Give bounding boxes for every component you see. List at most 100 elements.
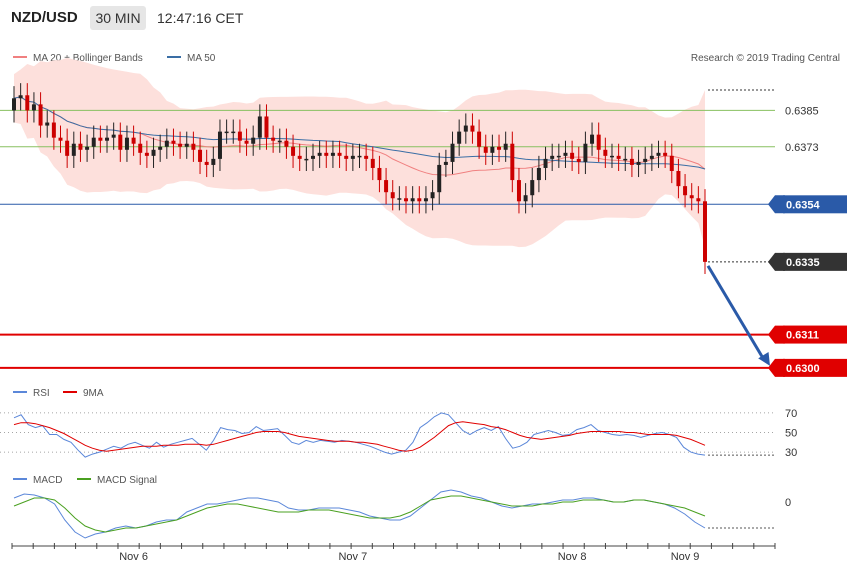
rsi-legend-label: RSI: [33, 388, 50, 399]
support-tag-arrow: [768, 325, 785, 344]
candle-body: [12, 98, 16, 111]
candle-body: [25, 95, 30, 111]
price-panel: 0.6385 0.6373 0.6354 0.6335 0.6311 0.6300: [0, 57, 847, 377]
candle-body: [211, 158, 216, 165]
macd-legend: MACD MACD Signal: [13, 475, 157, 486]
macd-signal-line: [13, 495, 706, 533]
rsi-tick-label: 30: [785, 447, 797, 459]
credit-text: Research © 2019 Trading Central: [691, 53, 840, 64]
candle-body: [463, 125, 468, 132]
timeframe-button[interactable]: 30 MIN: [90, 6, 146, 30]
current-price-tag-arrow: [768, 252, 785, 271]
candle-body: [536, 167, 541, 181]
time-axis: Nov 6 Nov 7 Nov 8 Nov 9: [11, 543, 776, 563]
candle-body: [184, 143, 189, 147]
candle-body: [291, 146, 296, 156]
candle-body: [450, 143, 455, 162]
candle-body: [131, 137, 136, 144]
candle-body: [477, 131, 482, 147]
candle-body: [417, 198, 422, 202]
rsi-ma-line: [13, 421, 706, 452]
candle-body: [244, 140, 249, 144]
ma9-legend-label: 9MA: [83, 388, 104, 399]
candle-body: [609, 155, 614, 158]
candle-body: [198, 149, 203, 162]
time-axis-label: Nov 7: [338, 551, 367, 563]
candle-body: [683, 186, 688, 196]
candle-body: [696, 198, 701, 202]
support-level-label: 0.6311: [786, 330, 819, 342]
candle-body: [523, 195, 528, 202]
projection-arrow-head: [758, 351, 770, 366]
candle-body: [350, 155, 355, 159]
resistance-level-label: 0.6373: [785, 142, 819, 154]
candle-body: [443, 161, 448, 165]
candle-body: [158, 146, 163, 150]
candle-body: [124, 137, 129, 150]
projection-arrow: [706, 265, 766, 361]
candle-body: [570, 152, 575, 159]
candle-body: [357, 155, 362, 158]
clock-time: 12:47:16 CET: [157, 10, 244, 26]
time-axis-label: Nov 6: [119, 551, 148, 563]
candle-body: [590, 134, 595, 144]
candle-body: [404, 198, 409, 202]
candle-body: [324, 152, 329, 156]
candle-body: [317, 152, 322, 156]
macd-legend-label: MACD: [33, 475, 62, 486]
candle-body: [483, 146, 488, 153]
candle-body: [51, 122, 56, 138]
candle-body: [85, 146, 90, 150]
rsi-panel: 30 50 70: [0, 408, 797, 459]
candle-body: [310, 155, 315, 159]
candle-body: [138, 143, 143, 153]
candle-body: [397, 198, 402, 200]
candle-body: [390, 192, 395, 199]
ma20-legend-label: MA 20 + Bollinger Bands: [33, 53, 143, 64]
candle-body: [171, 140, 176, 144]
chart-header: NZD/USD 30 MIN 12:47:16 CET: [0, 0, 850, 38]
candle-body: [603, 149, 608, 156]
candle-body: [58, 137, 63, 141]
candle-body: [583, 143, 588, 162]
candle-body: [470, 125, 475, 132]
candle-body: [550, 155, 555, 159]
candle-body: [330, 152, 335, 156]
candle-body: [364, 155, 369, 159]
candle-body: [656, 152, 661, 156]
candle-body: [18, 95, 23, 99]
signal-legend-label: MACD Signal: [97, 475, 157, 486]
candle-body: [151, 149, 156, 156]
candle-body: [623, 158, 628, 161]
candle-body: [430, 192, 435, 199]
candle-body: [457, 131, 462, 144]
candle-body: [71, 143, 76, 156]
candle-body: [111, 134, 116, 138]
candle-body: [31, 104, 36, 111]
candle-body: [224, 131, 229, 134]
candle-body: [423, 198, 428, 202]
candle-body: [91, 137, 96, 147]
candle-body: [98, 137, 103, 141]
candle-body: [377, 167, 382, 181]
candle-body: [663, 152, 668, 156]
macd-panel: 0: [13, 489, 791, 539]
candle-body: [118, 134, 123, 150]
candle-body: [497, 146, 502, 150]
candle-body: [257, 116, 262, 138]
rsi-tick-label: 50: [785, 428, 797, 440]
pivot-level-label: 0.6354: [786, 199, 821, 211]
candle-body: [271, 137, 276, 141]
candle-body: [78, 143, 83, 150]
main-legend: MA 20 + Bollinger Bands MA 50 Research ©…: [13, 53, 840, 64]
candle-body: [437, 164, 442, 193]
ma50-legend-label: MA 50: [187, 53, 216, 64]
candle-body: [490, 146, 495, 153]
support-level-label: 0.6300: [786, 363, 820, 375]
candle-body: [649, 155, 654, 159]
rsi-tick-label: 70: [785, 408, 797, 420]
candle-body: [45, 122, 50, 126]
candle-body: [191, 143, 196, 150]
candle-body: [689, 195, 694, 199]
candle-body: [237, 131, 242, 141]
